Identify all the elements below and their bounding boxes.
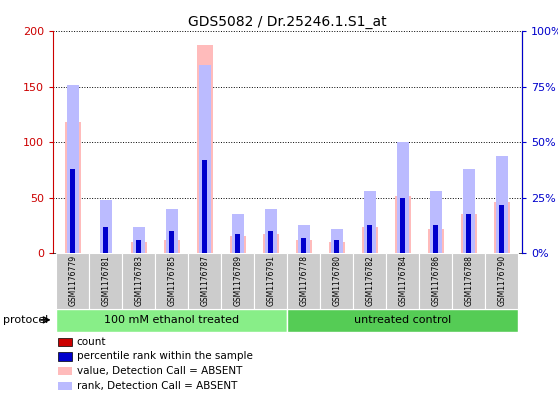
Text: GSM1176788: GSM1176788 bbox=[464, 255, 473, 306]
Bar bbox=[386, 253, 420, 309]
Bar bbox=[89, 253, 122, 309]
Bar bbox=[364, 191, 376, 253]
Bar bbox=[463, 169, 475, 253]
Bar bbox=[334, 240, 339, 253]
Bar bbox=[155, 253, 189, 309]
Text: GSM1176783: GSM1176783 bbox=[134, 255, 143, 306]
Bar bbox=[287, 309, 518, 332]
Bar bbox=[499, 249, 504, 253]
Bar bbox=[136, 240, 141, 253]
Bar bbox=[136, 251, 141, 253]
Bar bbox=[353, 253, 386, 309]
Bar bbox=[466, 249, 472, 253]
Bar bbox=[466, 213, 472, 253]
Bar bbox=[163, 240, 180, 253]
Bar bbox=[430, 191, 442, 253]
Text: GSM1176787: GSM1176787 bbox=[200, 255, 209, 306]
Bar bbox=[485, 253, 518, 309]
Bar bbox=[170, 249, 174, 253]
Bar bbox=[287, 253, 320, 309]
Bar bbox=[296, 240, 312, 253]
Bar bbox=[401, 198, 405, 253]
Bar bbox=[434, 225, 439, 253]
Bar bbox=[496, 156, 508, 253]
Text: GSM1176789: GSM1176789 bbox=[233, 255, 242, 306]
Bar bbox=[268, 250, 273, 253]
Bar bbox=[58, 367, 71, 375]
Text: GSM1176778: GSM1176778 bbox=[300, 255, 309, 306]
Bar bbox=[420, 253, 453, 309]
Bar bbox=[232, 213, 244, 253]
Bar bbox=[334, 251, 339, 253]
Text: untreated control: untreated control bbox=[354, 315, 451, 325]
Bar bbox=[56, 309, 287, 332]
Bar bbox=[494, 202, 510, 253]
Bar bbox=[203, 160, 208, 253]
Bar bbox=[58, 382, 71, 390]
Bar bbox=[56, 253, 89, 309]
Text: GSM1176782: GSM1176782 bbox=[365, 255, 374, 306]
Text: GSM1176786: GSM1176786 bbox=[431, 255, 440, 306]
Bar bbox=[298, 225, 310, 253]
Text: GSM1176791: GSM1176791 bbox=[266, 255, 275, 306]
Text: GSM1176781: GSM1176781 bbox=[102, 255, 110, 306]
Bar bbox=[70, 248, 75, 253]
Bar bbox=[235, 233, 240, 253]
Bar bbox=[166, 209, 177, 253]
Bar bbox=[254, 253, 287, 309]
Bar bbox=[196, 45, 213, 253]
Bar bbox=[395, 196, 411, 253]
Bar bbox=[67, 85, 79, 253]
Text: value, Detection Call = ABSENT: value, Detection Call = ABSENT bbox=[76, 366, 242, 376]
Bar bbox=[268, 231, 273, 253]
Bar bbox=[397, 143, 408, 253]
Bar bbox=[133, 227, 145, 253]
Bar bbox=[229, 236, 246, 253]
Bar bbox=[329, 242, 345, 253]
Bar bbox=[427, 229, 444, 253]
Bar bbox=[58, 338, 71, 346]
Bar bbox=[189, 253, 222, 309]
Bar bbox=[320, 253, 353, 309]
Bar bbox=[367, 251, 372, 253]
Bar bbox=[100, 200, 112, 253]
Bar bbox=[461, 213, 477, 253]
Text: GSM1176785: GSM1176785 bbox=[167, 255, 176, 306]
Bar bbox=[235, 251, 240, 253]
Bar bbox=[203, 247, 208, 253]
Title: GDS5082 / Dr.25246.1.S1_at: GDS5082 / Dr.25246.1.S1_at bbox=[188, 15, 387, 29]
Bar bbox=[362, 227, 378, 253]
Text: GSM1176780: GSM1176780 bbox=[333, 255, 341, 306]
Text: protocol: protocol bbox=[3, 315, 48, 325]
Bar bbox=[65, 123, 81, 253]
Text: percentile rank within the sample: percentile rank within the sample bbox=[76, 351, 252, 362]
Bar bbox=[434, 251, 439, 253]
Bar bbox=[103, 227, 108, 253]
Bar bbox=[58, 352, 71, 361]
Text: 100 mM ethanol treated: 100 mM ethanol treated bbox=[104, 315, 239, 325]
Bar bbox=[499, 205, 504, 253]
Bar bbox=[367, 225, 372, 253]
Bar bbox=[103, 249, 108, 253]
Text: rank, Detection Call = ABSENT: rank, Detection Call = ABSENT bbox=[76, 381, 237, 391]
Bar bbox=[222, 253, 254, 309]
Bar bbox=[170, 231, 174, 253]
Bar bbox=[70, 169, 75, 253]
Bar bbox=[401, 249, 405, 253]
Bar bbox=[131, 242, 147, 253]
Bar bbox=[331, 229, 343, 253]
Text: GSM1176784: GSM1176784 bbox=[398, 255, 407, 306]
Bar bbox=[301, 251, 306, 253]
Text: GSM1176790: GSM1176790 bbox=[497, 255, 507, 306]
Text: count: count bbox=[76, 337, 106, 347]
Bar bbox=[122, 253, 155, 309]
Text: GSM1176779: GSM1176779 bbox=[68, 255, 78, 306]
Bar bbox=[265, 209, 277, 253]
Bar bbox=[263, 233, 279, 253]
Bar bbox=[301, 238, 306, 253]
Bar bbox=[453, 253, 485, 309]
Bar bbox=[199, 65, 210, 253]
